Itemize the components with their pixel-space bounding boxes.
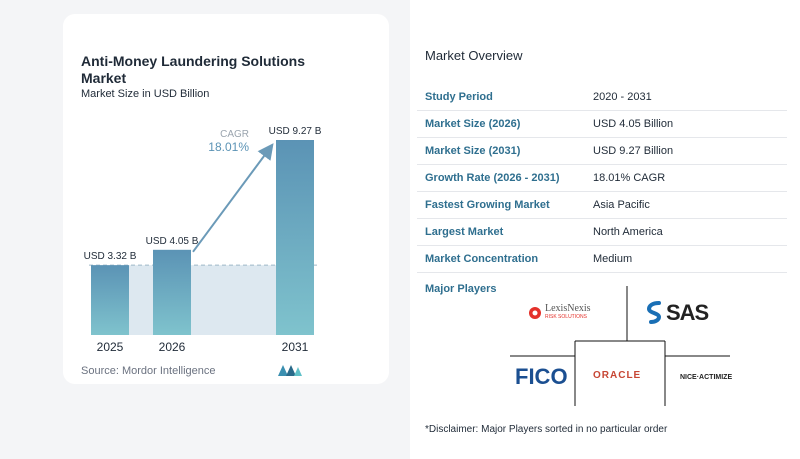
table-row: Growth Rate (2026 - 2031) 18.01% CAGR [417, 165, 787, 192]
row-label: Market Size (2031) [425, 145, 521, 157]
x-tick-2025: 2025 [97, 340, 124, 354]
major-players-grid: LexisNexis RISK SOLUTIONS SAS FICO ORACL… [490, 286, 760, 406]
player-lexisnexis: LexisNexis RISK SOLUTIONS [528, 304, 591, 322]
row-label: Fastest Growing Market [425, 199, 550, 211]
row-value: 2020 - 2031 [593, 91, 652, 103]
player-sas: SAS [644, 300, 709, 326]
disclaimer: *Disclaimer: Major Players sorted in no … [425, 424, 668, 435]
data-label-2031: USD 9.27 B [269, 126, 322, 137]
lexisnexis-name: LexisNexis [545, 303, 591, 314]
row-label: Market Size (2026) [425, 118, 521, 130]
x-tick-2031: 2031 [282, 340, 309, 354]
market-overview-panel: Market Overview Study Period 2020 - 2031… [410, 0, 800, 459]
cagr-arrow [192, 143, 274, 253]
row-value: USD 9.27 Billion [593, 145, 674, 157]
row-value: North America [593, 226, 663, 238]
player-oracle: ORACLE [593, 370, 641, 381]
data-label-2025: USD 3.32 B [84, 251, 137, 262]
major-players-title: Major Players [425, 283, 497, 295]
row-label: Study Period [425, 91, 493, 103]
chart-subtitle: Market Size in USD Billion [81, 88, 210, 100]
source-note: Source: Mordor Intelligence [81, 365, 216, 377]
sas-icon [646, 301, 662, 324]
table-row: Largest Market North America [417, 219, 787, 246]
nice-actimize-name: NICE·ACTIMIZE [680, 374, 733, 381]
lexisnexis-tagline: RISK SOLUTIONS [545, 314, 587, 320]
row-value: Medium [593, 253, 633, 265]
row-value: USD 4.05 Billion [593, 118, 674, 130]
bar-2025 [91, 265, 129, 335]
fico-name: FICO [515, 364, 568, 389]
chart-card: USD 3.32 B 2025 USD 4.05 B 2026 USD 9.27 B 20… [63, 14, 389, 384]
oracle-name: ORACLE [593, 370, 642, 381]
player-nice-actimize: NICE·ACTIMIZE [680, 374, 732, 381]
x-tick-2026: 2026 [159, 340, 186, 354]
row-label: Growth Rate (2026 - 2031) [425, 172, 560, 184]
row-label: Largest Market [425, 226, 504, 238]
table-row: Market Size (2026) USD 4.05 Billion [417, 111, 787, 138]
overview-table: Study Period 2020 - 2031 Market Size (20… [417, 84, 787, 273]
player-fico: FICO [515, 364, 568, 390]
table-row: Study Period 2020 - 2031 [417, 84, 787, 111]
table-row: Market Concentration Medium [417, 246, 787, 273]
overview-title: Market Overview [425, 48, 523, 63]
players-grid-lines [510, 286, 730, 406]
cagr-label: CAGR [220, 129, 249, 140]
mordor-logo-icon [278, 365, 302, 376]
data-label-2026: USD 4.05 B [146, 236, 199, 247]
bar-2031 [276, 140, 314, 335]
bar-2026 [153, 249, 191, 335]
sas-name: SAS [666, 300, 709, 325]
table-row: Fastest Growing Market Asia Pacific [417, 192, 787, 219]
chart-title: Anti-Money Laundering Solutions Market [81, 53, 305, 86]
row-value: Asia Pacific [593, 199, 650, 211]
cagr-value: 18.01% [208, 140, 249, 154]
table-row: Market Size (2031) USD 9.27 Billion [417, 138, 787, 165]
row-label: Market Concentration [425, 253, 539, 265]
bar-chart: USD 3.32 B 2025 USD 4.05 B 2026 USD 9.27 B 20… [84, 126, 322, 354]
row-value: 18.01% CAGR [593, 172, 666, 184]
lexisnexis-icon [529, 307, 541, 319]
